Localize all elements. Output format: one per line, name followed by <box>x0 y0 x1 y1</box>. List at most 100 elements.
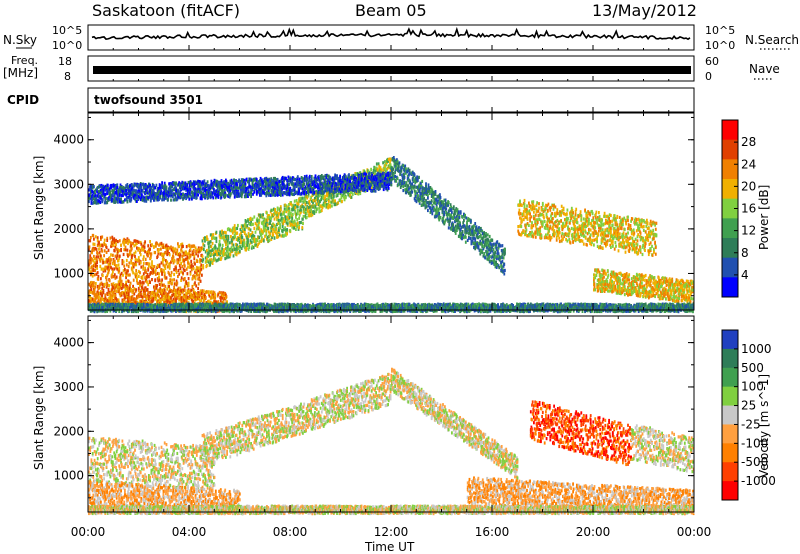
power-cell <box>171 302 174 306</box>
power-cell <box>130 255 133 259</box>
power-cell <box>206 237 209 241</box>
power-cell <box>549 208 552 212</box>
power-cell <box>608 217 610 221</box>
power-cell <box>302 214 305 219</box>
power-cell <box>96 285 99 289</box>
power-cell <box>125 287 128 291</box>
power-cell <box>653 237 655 241</box>
power-cell <box>151 260 153 264</box>
power-cell <box>177 268 180 273</box>
power-cell <box>654 227 657 231</box>
power-cell <box>101 235 104 239</box>
power-cell <box>528 223 530 227</box>
power-cell <box>94 282 97 286</box>
power-cell <box>103 249 106 253</box>
power-cell <box>95 247 98 251</box>
power-cell <box>144 257 147 261</box>
power-cell <box>96 266 98 270</box>
power-cell <box>185 257 187 261</box>
power-cell <box>131 297 134 302</box>
power-cell <box>202 236 205 241</box>
power-cell <box>167 247 170 251</box>
power-cell <box>244 221 247 226</box>
power-cell <box>213 291 216 295</box>
power-cell <box>197 266 200 270</box>
power-cell <box>298 226 300 230</box>
power-cell <box>197 291 200 295</box>
power-cell <box>245 248 247 252</box>
power-cell <box>242 224 245 228</box>
power-cell <box>93 257 96 261</box>
power-cell <box>149 280 151 284</box>
power-cell <box>209 249 211 253</box>
power-cell <box>124 248 127 252</box>
power-cell <box>156 299 158 303</box>
power-cell <box>112 282 115 286</box>
power-cell <box>168 295 170 299</box>
power-cell <box>187 277 190 281</box>
power-cell <box>106 281 109 286</box>
power-cell <box>153 265 156 269</box>
power-cell <box>331 204 333 208</box>
power-cell <box>654 245 657 250</box>
power-cell <box>293 219 296 223</box>
power-cell <box>113 274 116 279</box>
power-cell <box>274 231 277 235</box>
power-cell <box>639 248 642 252</box>
power-cell <box>182 271 184 275</box>
power-cell <box>172 293 175 297</box>
power-cell <box>168 272 170 276</box>
power-cell <box>546 208 549 212</box>
power-cell <box>220 233 223 237</box>
power-cell <box>273 207 275 211</box>
power-cell <box>199 293 201 297</box>
power-cell <box>123 243 126 247</box>
power-cell <box>110 240 113 244</box>
power-cell <box>633 231 636 235</box>
power-cell <box>236 247 239 251</box>
power-cell <box>464 235 467 239</box>
power-cell <box>97 255 100 259</box>
power-cell <box>638 223 641 227</box>
power-cell <box>136 241 138 245</box>
power-cell <box>521 203 523 207</box>
power-cell <box>158 248 160 252</box>
power-cell <box>186 272 189 276</box>
power-cell <box>629 247 631 251</box>
power-cell <box>534 213 537 217</box>
power-cell <box>245 220 247 224</box>
power-cell <box>243 227 246 231</box>
power-cell <box>279 226 282 230</box>
power-cell <box>175 266 177 270</box>
power-cell <box>575 237 578 241</box>
power-cell <box>153 294 156 298</box>
power-cell <box>289 229 292 233</box>
power-cell <box>474 222 477 226</box>
power-cell <box>131 269 134 273</box>
power-cell <box>625 222 627 226</box>
power-cell <box>100 290 102 294</box>
power-cell <box>199 271 201 275</box>
power-cell <box>100 235 102 239</box>
power-cell <box>114 254 117 258</box>
power-cell <box>552 225 554 229</box>
power-cell <box>411 190 413 194</box>
power-cell <box>160 243 163 247</box>
power-cell <box>165 251 167 255</box>
power-cell <box>134 250 137 254</box>
power-cell <box>127 279 130 283</box>
freq-panel: 18 8 60 0 <box>58 55 719 83</box>
power-cell <box>173 278 175 282</box>
power-cell <box>613 247 616 251</box>
power-cell <box>518 208 521 212</box>
power-cell <box>637 251 639 255</box>
power-cell <box>550 235 553 240</box>
power-cell <box>112 253 114 257</box>
power-cell <box>146 288 149 292</box>
power-cell <box>98 257 101 261</box>
power-cell <box>99 259 102 263</box>
power-cell <box>610 245 612 249</box>
power-cell <box>254 243 256 247</box>
power-cell <box>618 215 621 220</box>
power-cell <box>439 215 442 220</box>
